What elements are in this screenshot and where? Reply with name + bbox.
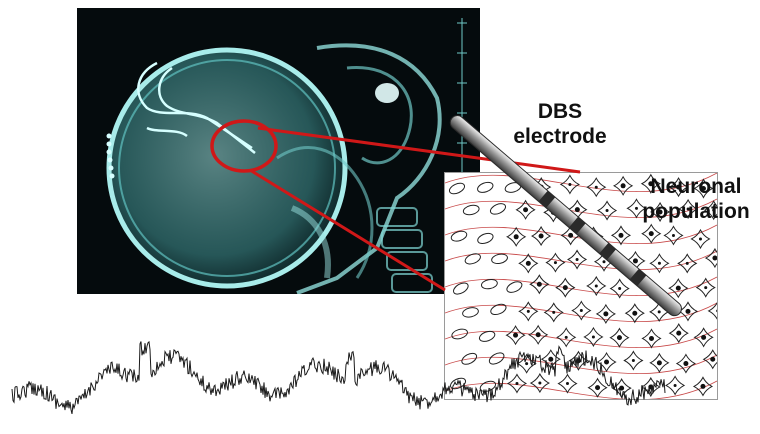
neuron-cell	[529, 372, 551, 394]
neuron-cell	[586, 177, 607, 198]
neuron-cell	[668, 323, 689, 344]
dental-fillings	[375, 83, 399, 103]
neuron-cell	[518, 301, 539, 322]
neuron-cell	[702, 349, 717, 370]
neuron-cell	[462, 204, 480, 216]
neuron-cell	[609, 278, 630, 299]
target-highlight-circle	[210, 119, 278, 173]
neuron-cell	[488, 352, 505, 365]
neuron-cell	[664, 375, 686, 396]
neuronal-population-label: Neuronal population	[642, 175, 750, 223]
neuron-cell	[477, 232, 494, 245]
dbs-electrode-probe	[449, 115, 682, 317]
neuron-cell	[692, 376, 714, 397]
neuron-cell	[464, 253, 481, 265]
field-line	[445, 354, 717, 375]
neuron-cell	[626, 198, 647, 219]
neuron-cell	[596, 200, 618, 221]
neuron-cell	[624, 303, 645, 324]
neuron-cell	[477, 181, 494, 193]
neuron-cell	[571, 300, 592, 321]
neuron-cell	[641, 223, 662, 244]
neuron-cell	[528, 324, 549, 345]
neuron-cell	[695, 277, 716, 298]
neuron-cell	[663, 225, 684, 246]
neuron-cell	[489, 203, 507, 215]
neuron-cell	[480, 278, 498, 290]
neuron-cell	[540, 349, 561, 370]
field-line	[445, 328, 717, 349]
neuron-cell	[583, 326, 604, 348]
neuron-cell	[641, 328, 662, 349]
neuron-cell	[586, 275, 607, 297]
neuron-cell	[675, 353, 697, 374]
neuron-cell	[479, 380, 497, 392]
neuron-cell	[462, 307, 479, 318]
neuron-cell	[478, 330, 496, 342]
neuron-cell	[506, 373, 528, 394]
neuron-cell	[448, 182, 466, 195]
neuron-cell	[556, 327, 577, 348]
neuron-cell	[566, 249, 588, 270]
neuron-cell	[649, 201, 671, 223]
neuron-cell	[545, 252, 566, 273]
neuron-cell	[704, 247, 717, 269]
signal-waveform	[11, 340, 666, 415]
neuron-cell	[677, 198, 699, 220]
zoom-line-top	[257, 126, 581, 174]
neuron-cell	[543, 302, 564, 323]
field-line	[445, 276, 717, 297]
neuron-cell	[529, 274, 550, 295]
neuron-cell	[609, 327, 630, 348]
neuron-cell	[557, 373, 578, 394]
neuron-cell	[693, 327, 714, 348]
neuron-cell	[610, 225, 632, 246]
neuron-cell	[677, 253, 698, 274]
neuron-cell	[690, 228, 711, 250]
neuron-cell	[612, 175, 634, 196]
neuron-cell	[461, 352, 478, 365]
dbs-lead-wires	[137, 61, 256, 154]
neuron-cell	[530, 225, 552, 247]
neuron-cell	[623, 350, 644, 371]
neuron-cell	[450, 377, 467, 390]
neuron-cell	[640, 173, 661, 194]
neuron-cell	[450, 230, 468, 242]
neuron-population-svg	[445, 173, 717, 399]
neuron-cell	[506, 226, 527, 247]
neuron-cell	[611, 378, 632, 399]
neuron-cell	[490, 303, 507, 316]
neuron-cell	[491, 253, 508, 265]
neuron-cell	[677, 301, 699, 322]
neuron-cell	[587, 377, 608, 398]
neuron-cell	[559, 174, 581, 195]
neuron-cell	[596, 351, 617, 373]
lfp-signal-trace	[11, 340, 666, 415]
neuron-cell	[595, 303, 616, 325]
neuron-cell	[505, 325, 526, 346]
neuron-cell	[649, 352, 670, 373]
neuron-cell	[707, 302, 717, 320]
dbs-electrode-label: DBS electrode	[513, 100, 607, 148]
neuron-cell	[451, 328, 468, 340]
neuron-cell	[518, 253, 539, 274]
neuron-cell	[515, 199, 536, 220]
neuron-cell	[555, 277, 576, 298]
field-line	[445, 302, 717, 323]
neuron-cell	[506, 281, 523, 293]
field-line	[445, 380, 717, 399]
neuron-cell	[693, 178, 714, 199]
neuron-cell	[649, 253, 670, 274]
neuron-cell	[703, 200, 717, 221]
neuron-cell	[668, 278, 689, 299]
scalp-contacts	[106, 133, 115, 179]
zoom-line-bottom	[249, 168, 446, 292]
neuron-cell	[668, 177, 689, 198]
facial-bones	[296, 43, 442, 294]
neuron-cell	[453, 282, 469, 295]
